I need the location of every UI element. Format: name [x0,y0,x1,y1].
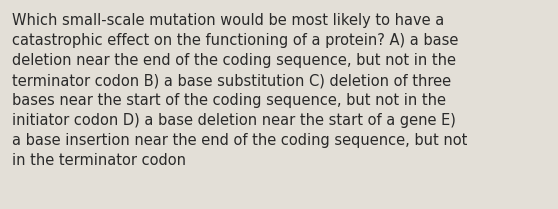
Text: Which small-scale mutation would be most likely to have a
catastrophic effect on: Which small-scale mutation would be most… [12,13,468,168]
